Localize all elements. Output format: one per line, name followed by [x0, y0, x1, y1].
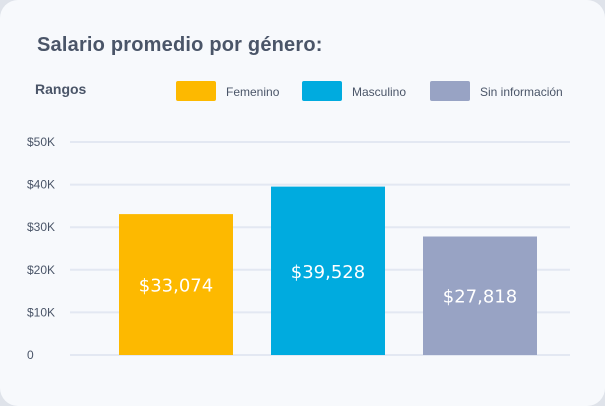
- y-tick-label-3: $30K: [27, 220, 55, 234]
- legend-swatch-masculino: [302, 81, 342, 101]
- bar-value-label-1: $39,528: [291, 262, 365, 283]
- legend-swatch-femenino: [176, 81, 216, 101]
- y-tick-label-4: $40K: [27, 178, 55, 192]
- y-tick-label-2: $20K: [27, 263, 55, 277]
- y-tick-label-5: $50K: [27, 135, 55, 149]
- bar-value-label-2: $27,818: [443, 287, 517, 308]
- legend-swatch-sin-informacion: [430, 81, 470, 101]
- y-tick-label-1: $10K: [27, 305, 55, 319]
- bar-1: [271, 186, 385, 355]
- chart-title: Salario promedio por género:: [37, 34, 323, 56]
- legend-label-sin-informacion: Sin información: [480, 85, 563, 99]
- bar-0: [119, 214, 233, 355]
- y-tick-label-0: 0: [27, 348, 34, 362]
- legend-label-femenino: Femenino: [226, 85, 280, 99]
- legend-label-masculino: Masculino: [352, 85, 407, 99]
- bar-2: [423, 236, 537, 355]
- legend-title: Rangos: [35, 81, 87, 97]
- bar-value-label-0: $33,074: [139, 276, 213, 297]
